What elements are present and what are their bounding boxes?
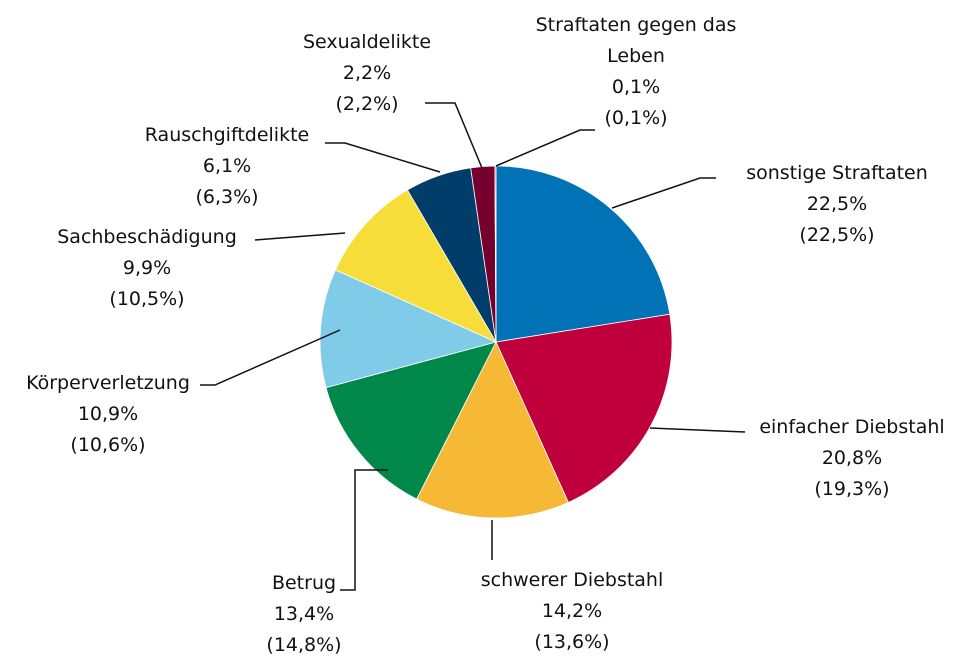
slice-label: Straftaten gegen das Leben 0,1% (0,1%) xyxy=(516,10,756,134)
previous-value-label: (14,8%) xyxy=(266,634,342,656)
value-label: 10,9% xyxy=(77,403,139,425)
slice-label: Rauschgiftdelikte 6,1% (6,3%) xyxy=(112,120,342,213)
leader-line xyxy=(611,177,716,209)
value-label: 22,5% xyxy=(806,193,868,215)
leader-line xyxy=(649,427,746,433)
category-label: sonstige Straftaten xyxy=(746,162,928,184)
pie-slice xyxy=(494,165,497,343)
leader-line xyxy=(200,329,341,386)
previous-value-label: (0,1%) xyxy=(604,107,668,129)
pie-slice xyxy=(319,269,498,389)
previous-value-label: (2,2%) xyxy=(335,93,399,115)
pie-slice xyxy=(416,341,569,519)
pie-slice xyxy=(325,341,497,500)
value-label: 6,1% xyxy=(202,155,252,177)
previous-value-label: (10,6%) xyxy=(70,434,146,456)
slice-label: sonstige Straftaten 22,5% (22,5%) xyxy=(707,158,962,251)
leader-line xyxy=(325,142,441,173)
category-label: schwerer Diebstahl xyxy=(480,569,664,591)
value-label: 2,2% xyxy=(342,62,392,84)
previous-value-label: (19,3%) xyxy=(814,478,890,500)
slice-label: Betrug 13,4% (14,8%) xyxy=(244,568,364,659)
value-label: 9,9% xyxy=(122,257,172,279)
value-label: 20,8% xyxy=(821,447,883,469)
category-label: Sachbeschädigung xyxy=(57,226,237,248)
pie-slice xyxy=(495,165,671,343)
slice-label: einfacher Diebstahl 20,8% (19,3%) xyxy=(737,412,962,505)
category-label: Sexualdelikte xyxy=(302,31,432,53)
slice-label: Körperverletzung 10,9% (10,6%) xyxy=(3,368,213,461)
category-label: Betrug xyxy=(271,572,337,594)
value-label: 13,4% xyxy=(273,603,335,625)
previous-value-label: (6,3%) xyxy=(195,186,259,208)
value-label: 0,1% xyxy=(611,76,661,98)
category-label: Körperverletzung xyxy=(26,372,190,394)
leader-line xyxy=(425,102,483,169)
previous-value-label: (13,6%) xyxy=(534,631,610,653)
category-label: einfacher Diebstahl xyxy=(759,416,945,438)
slice-label: Sexualdelikte 2,2% (2,2%) xyxy=(287,27,447,120)
previous-value-label: (22,5%) xyxy=(799,224,875,246)
previous-value-label: (10,5%) xyxy=(109,288,185,310)
slice-label: Sachbeschädigung 9,9% (10,5%) xyxy=(32,222,262,315)
leader-line xyxy=(340,469,388,591)
category-label: Straftaten gegen das Leben xyxy=(535,14,737,67)
slice-label: schwerer Diebstahl 14,2% (13,6%) xyxy=(452,565,692,658)
category-label: Rauschgiftdelikte xyxy=(144,124,310,146)
leader-line xyxy=(495,129,595,167)
pie-slice xyxy=(495,313,673,503)
pie-slice xyxy=(334,189,497,343)
value-label: 14,2% xyxy=(541,600,603,622)
leader-line xyxy=(254,232,346,241)
